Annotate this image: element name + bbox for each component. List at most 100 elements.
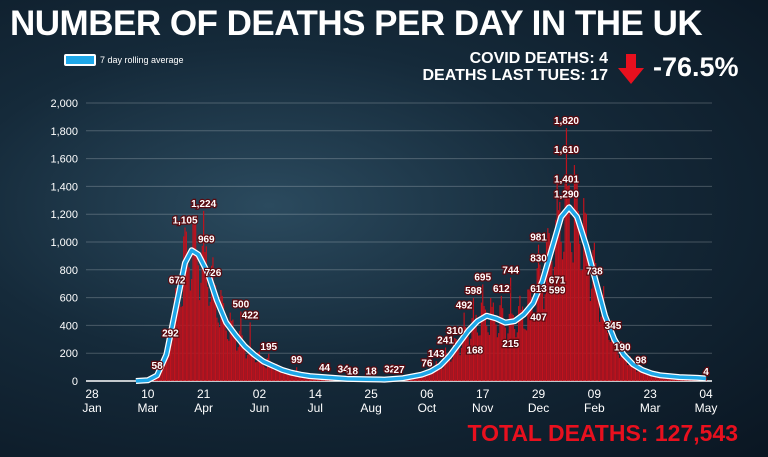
x-tick-day: 10	[141, 387, 155, 401]
daily-bar	[176, 287, 178, 381]
daily-bar	[617, 354, 619, 381]
legend-swatch-rolling-average	[64, 54, 96, 66]
daily-bar	[638, 366, 641, 381]
daily-bar	[556, 178, 558, 381]
daily-bar	[193, 218, 195, 381]
data-label: 672	[169, 276, 186, 287]
deaths-last-tues-stat: DEATHS LAST TUES: 17	[422, 67, 609, 84]
daily-bar	[463, 312, 465, 381]
daily-bar	[483, 305, 485, 381]
daily-bar	[613, 332, 615, 381]
daily-bar	[240, 311, 242, 381]
daily-bar	[516, 332, 518, 381]
daily-bar	[268, 353, 270, 381]
daily-bar	[222, 303, 225, 381]
daily-bar	[592, 250, 594, 381]
daily-bar	[431, 373, 433, 381]
y-tick-label: 1,000	[50, 237, 78, 249]
daily-bar	[487, 332, 489, 381]
daily-bar	[241, 335, 243, 381]
daily-bar	[595, 262, 597, 381]
daily-bar	[591, 288, 593, 381]
daily-bar	[620, 341, 622, 381]
data-label: 613	[530, 284, 547, 295]
daily-bar	[432, 372, 435, 381]
data-label: 744	[502, 266, 519, 277]
daily-bar	[531, 298, 533, 381]
x-tick-day: 09	[588, 387, 602, 401]
daily-bar	[611, 320, 613, 381]
x-tick-month: Nov	[472, 401, 493, 415]
data-label: 969	[198, 234, 215, 245]
daily-bar	[439, 368, 441, 381]
data-label: 190	[614, 343, 631, 354]
y-tick-label: 1,600	[50, 154, 78, 166]
daily-bar	[502, 308, 504, 381]
daily-bar	[499, 305, 501, 381]
daily-bar	[629, 356, 631, 381]
daily-bar	[523, 328, 525, 381]
daily-bar	[462, 330, 464, 381]
daily-bar	[626, 365, 629, 381]
daily-bar	[430, 372, 432, 381]
daily-bar	[476, 332, 479, 381]
daily-bar	[474, 320, 476, 381]
daily-bar	[163, 364, 165, 381]
x-tick-month: Mar	[137, 401, 158, 415]
daily-bar	[475, 314, 477, 381]
daily-bar	[220, 290, 222, 381]
daily-bar	[230, 320, 233, 381]
daily-bar	[634, 367, 637, 381]
data-label: 143	[428, 349, 445, 360]
total-deaths: TOTAL DEATHS: 127,543	[467, 420, 738, 446]
daily-bar	[518, 306, 520, 381]
daily-bar	[450, 361, 452, 381]
daily-bar	[217, 322, 219, 381]
daily-bar	[565, 128, 568, 381]
daily-bar	[256, 362, 258, 381]
daily-bar	[200, 282, 202, 381]
data-label: 99	[291, 355, 303, 366]
daily-bar	[482, 284, 484, 381]
daily-bars	[136, 128, 707, 381]
daily-bar	[213, 283, 215, 381]
percent-change: -76.5%	[653, 52, 739, 82]
daily-bar	[245, 358, 247, 381]
daily-bar	[187, 255, 189, 381]
daily-bar	[616, 350, 618, 381]
daily-bar	[547, 228, 549, 381]
daily-bar	[446, 353, 448, 381]
daily-bar	[615, 336, 617, 381]
daily-bar	[284, 372, 286, 381]
daily-bar	[471, 318, 473, 381]
daily-bar	[654, 375, 657, 381]
daily-bar	[560, 241, 562, 381]
daily-bar	[621, 347, 623, 381]
daily-bar	[640, 365, 642, 381]
daily-bar	[300, 375, 302, 381]
data-label: 4	[703, 367, 709, 378]
rolling-average-layer	[135, 204, 707, 384]
legend: 7 day rolling average	[64, 54, 184, 66]
daily-bar	[189, 290, 191, 381]
daily-bar	[642, 369, 645, 381]
x-tick-day: 14	[309, 387, 323, 401]
daily-bar	[567, 185, 569, 381]
daily-bar	[464, 326, 467, 381]
data-label: 241	[437, 336, 454, 347]
daily-bar	[599, 321, 601, 381]
x-tick-month: May	[695, 401, 718, 415]
daily-bar	[494, 316, 496, 381]
daily-bar	[488, 335, 490, 381]
daily-bar	[278, 365, 280, 381]
daily-bar	[623, 348, 625, 381]
daily-bar	[269, 360, 271, 381]
x-tick-month: Aug	[360, 401, 381, 415]
daily-bar	[648, 370, 650, 381]
daily-bar	[208, 305, 210, 381]
data-label: 738	[586, 266, 603, 277]
daily-bar	[603, 286, 605, 381]
daily-bar	[624, 355, 626, 381]
daily-bar	[632, 360, 634, 381]
x-tick-day: 25	[364, 387, 378, 401]
